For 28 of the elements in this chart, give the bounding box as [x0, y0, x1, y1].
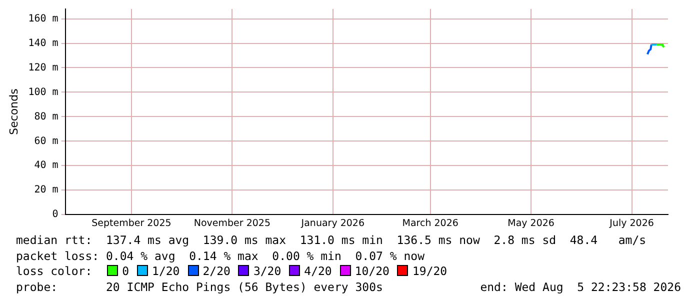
y-tick-label: 40 m	[34, 160, 58, 172]
legend-label: 4/20	[304, 264, 332, 278]
x-tick-label: July 2026	[608, 218, 654, 229]
legend-label: 1/20	[152, 264, 180, 278]
x-tick-label: March 2026	[402, 218, 458, 229]
legend-label: 3/20	[253, 264, 282, 278]
text: probe: 20 ICMP Echo Pings (56 Bytes) every 300s	[16, 280, 383, 294]
y-tick-label: 120 m	[28, 62, 58, 74]
legend-label: 0	[122, 264, 130, 278]
legend-label: 10/20	[354, 264, 390, 278]
x-tick-label: January 2026	[300, 218, 365, 229]
x-tick-label: September 2025	[92, 218, 172, 229]
legend-label: 2/20	[202, 264, 230, 278]
x-tick-label: May 2026	[508, 218, 554, 229]
y-tick-label: 160 m	[28, 13, 58, 24]
y-tick-label: 80 m	[34, 111, 58, 122]
legend-label: 19/20	[412, 264, 448, 278]
y-axis-title: Seconds	[7, 88, 20, 135]
text: end: Wed Aug 5 22:23:58 2026	[480, 280, 681, 294]
x-tick-label: November 2025	[194, 218, 270, 229]
y-tick-label: 0	[52, 209, 58, 220]
y-tick-label: 20 m	[34, 184, 58, 196]
y-tick-label: 60 m	[34, 136, 58, 147]
y-tick-label: 140 m	[28, 38, 58, 49]
text: packet loss: 0.04 % avg 0.14 % max 0.00 % min 0.07 % now	[16, 248, 426, 264]
y-tick-label: 100 m	[28, 86, 58, 98]
legend-title: loss color:	[16, 264, 92, 278]
text: median rtt: 137.4 ms avg 139.0 ms max 131.0 ms min 136.5 ms now 2.8 ms sd 48.4 am/s	[16, 233, 646, 248]
